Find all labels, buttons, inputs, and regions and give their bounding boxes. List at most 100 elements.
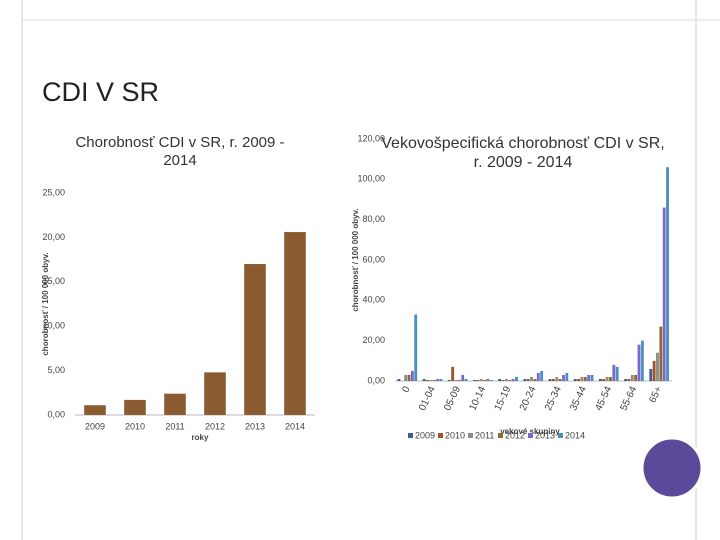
bar xyxy=(508,379,512,381)
bar xyxy=(464,378,468,381)
y-tick-label: 40,00 xyxy=(362,295,385,305)
bar xyxy=(422,378,426,381)
legend-label: 2014 xyxy=(565,430,585,440)
bar xyxy=(573,378,577,381)
y-tick-label: 0,00 xyxy=(47,409,65,419)
x-tick-label: 2012 xyxy=(205,421,225,431)
x-tick-label: 45-54 xyxy=(593,384,614,412)
x-axis-label: roky xyxy=(192,433,209,442)
bar xyxy=(504,378,508,381)
bar xyxy=(548,378,552,381)
y-tick-label: 0,00 xyxy=(367,375,385,385)
bar xyxy=(426,379,429,381)
bar xyxy=(404,374,408,381)
bar xyxy=(473,379,476,381)
bar xyxy=(662,207,666,381)
x-tick-label: 2014 xyxy=(285,421,305,431)
bar xyxy=(84,405,106,415)
legend-swatch xyxy=(528,433,533,438)
deco-circle xyxy=(640,436,704,500)
bar xyxy=(627,378,631,381)
bar xyxy=(590,374,594,381)
bar xyxy=(540,370,544,381)
bar xyxy=(652,360,656,381)
bar xyxy=(558,378,562,381)
x-tick-label: 35-44 xyxy=(568,384,589,412)
bar xyxy=(447,379,451,381)
bar xyxy=(436,378,439,381)
y-tick-label: 60,00 xyxy=(362,254,385,264)
y-tick-label: 25,00 xyxy=(42,187,65,197)
legend-label: 2009 xyxy=(415,430,435,440)
bar xyxy=(609,376,612,381)
bar xyxy=(587,374,591,381)
x-tick-label: 2010 xyxy=(125,421,145,431)
y-axis-label: chorobnosť / 100 000 obyv. xyxy=(351,208,360,311)
legend-swatch xyxy=(408,433,413,438)
bar xyxy=(640,340,644,381)
legend-swatch xyxy=(498,433,503,438)
bar xyxy=(634,374,638,381)
bar xyxy=(526,378,530,381)
bar xyxy=(515,376,518,381)
bar xyxy=(530,376,533,381)
x-tick-label: 20-24 xyxy=(518,384,539,412)
bar xyxy=(284,232,306,415)
y-tick-label: 15,00 xyxy=(42,276,65,286)
bar xyxy=(637,344,641,381)
bar xyxy=(580,376,584,381)
x-tick-label: 25-34 xyxy=(543,384,564,412)
bar xyxy=(666,167,669,381)
bar xyxy=(414,314,418,381)
bar xyxy=(630,374,634,381)
x-tick-label: 65+ xyxy=(647,385,664,405)
bar xyxy=(501,379,505,381)
bar xyxy=(204,372,226,415)
y-tick-label: 10,00 xyxy=(42,321,65,331)
x-tick-label: 15-19 xyxy=(493,384,514,412)
bar xyxy=(489,379,493,381)
legend-label: 2012 xyxy=(505,430,525,440)
bar xyxy=(562,374,565,381)
bar xyxy=(486,378,490,381)
bar xyxy=(533,378,537,381)
bar xyxy=(615,366,619,381)
bar xyxy=(523,378,527,381)
bar xyxy=(451,366,455,381)
bar xyxy=(583,376,587,381)
bar xyxy=(476,379,480,381)
legend-swatch xyxy=(468,433,473,438)
bar xyxy=(498,378,502,381)
bar xyxy=(602,378,606,381)
y-tick-label: 5,00 xyxy=(47,365,65,375)
bar xyxy=(555,376,559,381)
y-tick-label: 80,00 xyxy=(362,214,385,224)
bar xyxy=(659,326,663,381)
bar xyxy=(479,378,483,381)
bar xyxy=(598,378,602,381)
bar xyxy=(551,378,555,381)
bar xyxy=(511,378,515,381)
x-tick-label: 2013 xyxy=(245,421,265,431)
y-tick-label: 20,00 xyxy=(362,335,385,345)
bar xyxy=(164,393,186,415)
bar xyxy=(410,370,414,381)
bar xyxy=(483,379,486,381)
bar xyxy=(457,379,461,381)
legend-label: 2011 xyxy=(475,430,494,440)
bar xyxy=(612,364,616,381)
chart-title: Chorobnosť CDI v SR, r. 2009 - 2014 xyxy=(75,134,285,169)
y-axis-label: chorobnosť / 100 000 obyv. xyxy=(41,252,50,355)
x-tick-label: 05-09 xyxy=(442,384,463,412)
bar xyxy=(656,352,659,381)
bar xyxy=(439,378,443,381)
x-tick-label: 2011 xyxy=(165,421,184,431)
bar xyxy=(124,399,146,415)
y-tick-label: 20,00 xyxy=(42,232,65,242)
x-tick-label: 55-64 xyxy=(619,384,640,412)
bar xyxy=(432,379,436,381)
bar xyxy=(461,374,465,381)
bar xyxy=(429,379,433,381)
